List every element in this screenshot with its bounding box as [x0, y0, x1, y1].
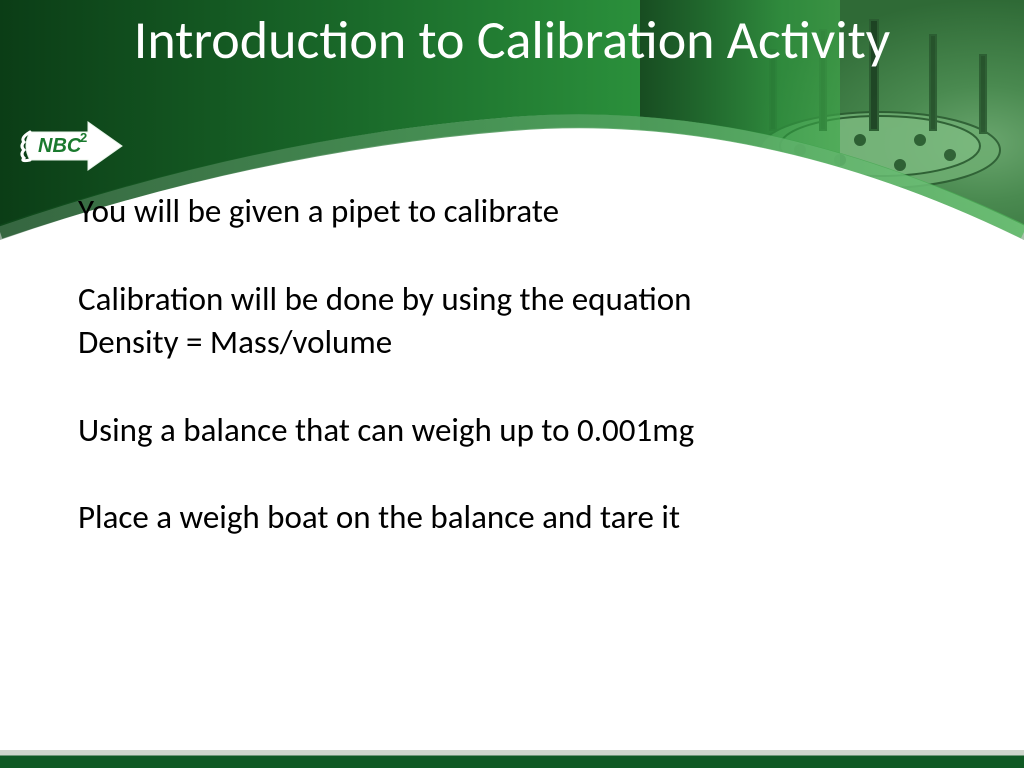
- body-line-3: Density = Mass/volume: [78, 321, 958, 365]
- nbc2-logo: NBC 2: [18, 118, 128, 179]
- slide-body: You will be given a pipet to calibrate C…: [78, 190, 958, 540]
- logo-text: NBC: [38, 135, 82, 157]
- body-line-2: Calibration will be done by using the eq…: [78, 278, 958, 322]
- footer-bar: [0, 750, 1024, 768]
- slide-title: Introduction to Calibration Activity: [0, 10, 1024, 70]
- body-line-4: Using a balance that can weigh up to 0.0…: [78, 409, 958, 453]
- body-line-1: You will be given a pipet to calibrate: [78, 190, 958, 234]
- logo-superscript: 2: [80, 130, 87, 145]
- body-line-5: Place a weigh boat on the balance and ta…: [78, 496, 958, 540]
